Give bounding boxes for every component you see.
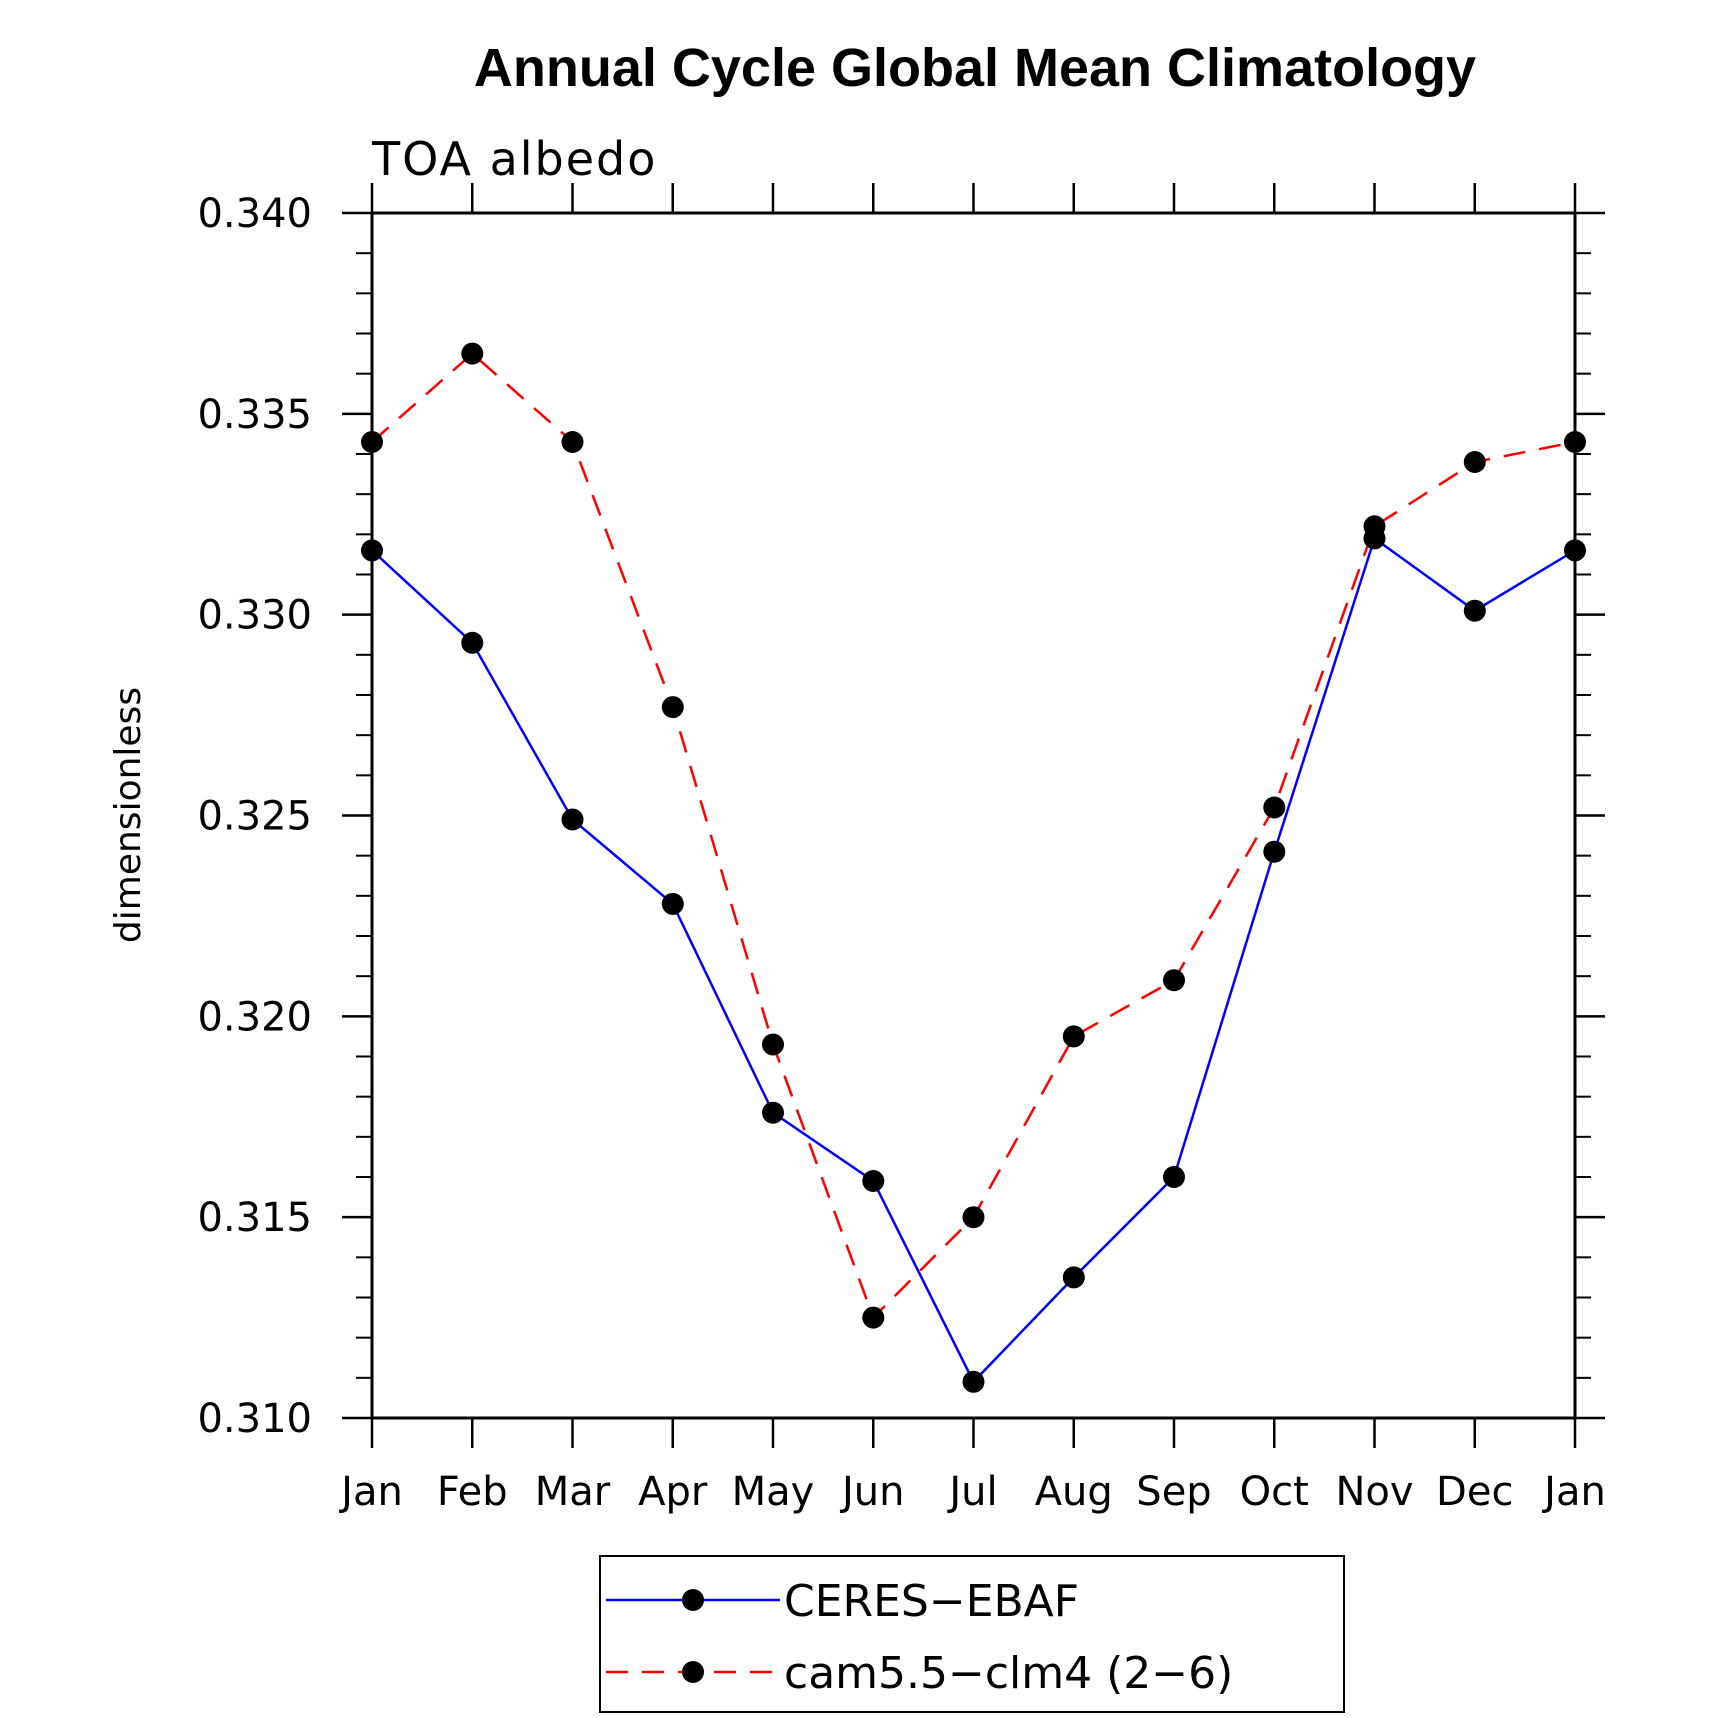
x-tick-label: May xyxy=(732,1469,815,1515)
y-tick-label: 0.335 xyxy=(197,392,312,438)
data-point-series-0 xyxy=(1263,840,1286,863)
legend-label-cam: cam5.5−clm4 (2−6) xyxy=(784,1648,1233,1699)
x-tick-label: Jul xyxy=(946,1469,997,1515)
y-tick-label: 0.325 xyxy=(197,794,312,840)
x-tick-label: Sep xyxy=(1136,1469,1211,1515)
data-point-series-0 xyxy=(1564,539,1586,562)
chart-subtitle: TOA albedo xyxy=(371,132,657,186)
x-tick-label: Jan xyxy=(338,1469,403,1515)
y-tick-label: 0.320 xyxy=(197,994,312,1040)
plot-frame xyxy=(370,211,1577,1420)
data-point-series-0 xyxy=(661,892,684,915)
data-point-series-0 xyxy=(962,1370,985,1393)
data-point-series-0 xyxy=(862,1170,885,1192)
y-tick-label: 0.315 xyxy=(197,1195,312,1241)
legend-marker-cam xyxy=(682,1661,704,1683)
data-point-series-1 xyxy=(1163,969,1185,992)
legend: CERES−EBAF cam5.5−clm4 (2−6) xyxy=(599,1555,1345,1713)
x-tick-label: Feb xyxy=(437,1469,508,1515)
x-tick-label: Mar xyxy=(535,1469,611,1515)
x-tick-label: Jan xyxy=(1541,1469,1606,1515)
legend-marker-ceres xyxy=(682,1589,704,1611)
data-point-series-1 xyxy=(962,1206,985,1229)
axis-ticks: Jan Feb Mar Apr May Jun Jul Aug Sep Oct Nov Dec Jan 0… xyxy=(197,183,1606,1515)
x-tick-label: Apr xyxy=(638,1469,708,1515)
data-point-series-1 xyxy=(1062,1025,1085,1048)
data-point-series-1 xyxy=(661,696,684,719)
x-tick-label: Dec xyxy=(1436,1469,1513,1515)
data-point-series-1 xyxy=(361,431,383,453)
data-point-series-0 xyxy=(461,631,484,654)
data-point-series-0 xyxy=(361,539,383,562)
data-point-series-0 xyxy=(561,808,584,831)
legend-box xyxy=(599,1555,1345,1713)
x-tick-label: Nov xyxy=(1335,1469,1413,1515)
data-point-series-1 xyxy=(762,1033,784,1056)
x-tick-label: Oct xyxy=(1240,1469,1309,1515)
series-group xyxy=(361,342,1586,1393)
data-point-series-0 xyxy=(1463,599,1486,622)
data-point-series-1 xyxy=(1463,451,1486,473)
x-tick-label: Jun xyxy=(839,1469,905,1515)
data-point-series-0 xyxy=(1062,1266,1085,1289)
x-tick-label: Aug xyxy=(1035,1469,1113,1515)
y-tick-label: 0.310 xyxy=(197,1396,312,1442)
data-point-series-1 xyxy=(461,342,484,365)
legend-label-ceres: CERES−EBAF xyxy=(784,1576,1079,1627)
data-point-series-0 xyxy=(762,1101,784,1124)
data-point-series-1 xyxy=(862,1306,885,1329)
data-point-series-0 xyxy=(1163,1166,1185,1188)
data-point-series-1 xyxy=(1263,796,1286,819)
series-line-1 xyxy=(371,351,1576,1320)
series-line-0 xyxy=(371,536,1576,1384)
data-point-series-1 xyxy=(1564,431,1586,453)
y-tick-label: 0.330 xyxy=(197,593,312,639)
y-tick-label: 0.340 xyxy=(197,191,312,237)
data-point-series-1 xyxy=(561,431,584,453)
y-axis-label: dimensionless xyxy=(108,687,149,943)
chart-title: Annual Cycle Global Mean Climatology xyxy=(474,38,1476,98)
data-point-series-1 xyxy=(1363,515,1386,538)
